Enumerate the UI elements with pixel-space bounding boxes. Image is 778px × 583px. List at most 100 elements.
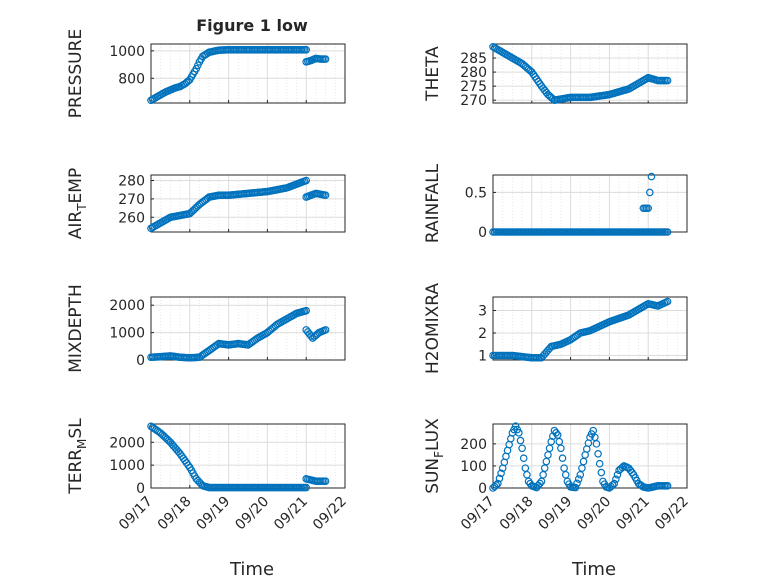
data-point (557, 444, 565, 453)
data-point (595, 459, 604, 468)
x-tick-label: 09/18 (497, 494, 537, 534)
y-tick-label: 285 (460, 51, 487, 67)
x-tick-label: 09/19 (536, 494, 576, 534)
y-tick-label: 2000 (109, 298, 145, 314)
y-axis-label: SUNFLUX (423, 418, 446, 494)
y-tick-label: 2000 (109, 435, 145, 451)
x-tick-label: 09/22 (652, 494, 692, 534)
data-point (544, 451, 552, 459)
x-tick-label: 09/20 (574, 494, 614, 534)
y-axis-label: MIXDEPTH (66, 284, 86, 373)
data-point (302, 45, 311, 54)
data-point (561, 470, 570, 479)
data-point (515, 429, 523, 437)
y-axis-label: THETA (423, 46, 443, 102)
data-point (571, 483, 580, 492)
data-point (558, 454, 567, 463)
data-point (321, 477, 330, 485)
data-point (518, 444, 526, 453)
subplot-1: 800 1000 PRESSURE (66, 29, 346, 118)
subplot-3: 260 270 280 AIRTEMP (66, 168, 346, 239)
x-axis-label-left: Time (229, 559, 274, 580)
data-point (663, 228, 672, 236)
x-tick-label: 09/18 (155, 494, 195, 534)
y-tick-label: 270 (460, 93, 487, 109)
data-point (494, 479, 502, 488)
y-tick-label: 0 (478, 481, 487, 497)
axes-box (150, 43, 346, 104)
y-axis-label: H2OMIXRA (423, 283, 443, 374)
data-point (612, 475, 620, 483)
y-tick-label: 1000 (109, 458, 145, 474)
y-tick-label: 3 (478, 304, 487, 320)
axes-box (150, 174, 346, 233)
data-point (646, 188, 654, 197)
subplot-8: 0 100 200 SUNFLUX 09/1709/1809/1909/2009/210… (423, 418, 692, 534)
y-axis-label: TERRMSL (66, 418, 89, 495)
data-point (307, 332, 315, 340)
y-tick-label: 100 (460, 459, 487, 475)
data-point (552, 429, 560, 437)
data-point (597, 468, 606, 477)
y-axis-label: RAINFALL (423, 163, 443, 243)
data-point (321, 191, 330, 200)
y-tick-label: 0 (136, 481, 145, 497)
data-point (539, 470, 547, 479)
y-axis-label: AIRTEMP (66, 168, 89, 239)
data-point (492, 481, 501, 489)
y-tick-label: 275 (460, 79, 487, 95)
data-point (579, 457, 588, 466)
data-point (613, 470, 622, 479)
data-point (644, 204, 653, 213)
data-point (302, 306, 311, 315)
subplot-7: 010002000TERRMSL09/1709/1809/1909/2009/2… (66, 418, 350, 534)
data-point (523, 470, 531, 479)
data-point (519, 454, 528, 463)
subplot-5: 0 1000 2000 MIXDEPTH (66, 284, 346, 373)
data-point (574, 475, 583, 483)
y-tick-label: 280 (460, 65, 487, 81)
x-tick-label: 09/21 (613, 494, 653, 534)
data-point (594, 449, 602, 458)
data-point (302, 176, 311, 185)
subplot-6: 1 2 3 H2OMIXRA (423, 283, 688, 374)
data-point (663, 76, 672, 85)
x-tick-label: 09/22 (310, 494, 350, 534)
x-tick-label: 09/17 (458, 494, 498, 534)
y-axis-label: PRESSURE (66, 29, 86, 118)
data-point (647, 172, 656, 181)
figure-title: Figure 1 low (196, 16, 308, 35)
y-tick-label: 1000 (109, 326, 145, 342)
axes-box (492, 423, 688, 489)
data-point (302, 483, 311, 492)
y-tick-label: 0 (136, 353, 145, 369)
x-axis-label-right: Time (571, 559, 616, 580)
axes-box (492, 296, 688, 361)
y-tick-label: 0.5 (465, 185, 487, 201)
subplot-4: 0 0.5 RAINFALL (423, 163, 688, 243)
y-tick-label: 280 (118, 174, 145, 190)
y-tick-label: 260 (118, 210, 145, 226)
y-tick-label: 2 (478, 326, 487, 342)
data-point (321, 55, 330, 63)
data-point (516, 436, 525, 445)
data-point (608, 481, 617, 489)
data-point (592, 440, 601, 448)
y-tick-label: 200 (460, 437, 487, 453)
x-tick-label: 09/17 (116, 494, 156, 534)
axes-box (150, 296, 346, 361)
data-point (663, 297, 672, 306)
axes-box (492, 43, 688, 104)
data-point (545, 444, 554, 453)
data-point (610, 479, 619, 488)
y-tick-label: 1000 (109, 44, 145, 60)
data-point (536, 479, 544, 488)
x-tick-label: 09/20 (232, 494, 272, 534)
y-tick-label: 0 (478, 225, 487, 241)
data-point (321, 326, 330, 334)
x-tick-label: 09/21 (271, 494, 311, 534)
y-tick-label: 1 (478, 349, 487, 365)
